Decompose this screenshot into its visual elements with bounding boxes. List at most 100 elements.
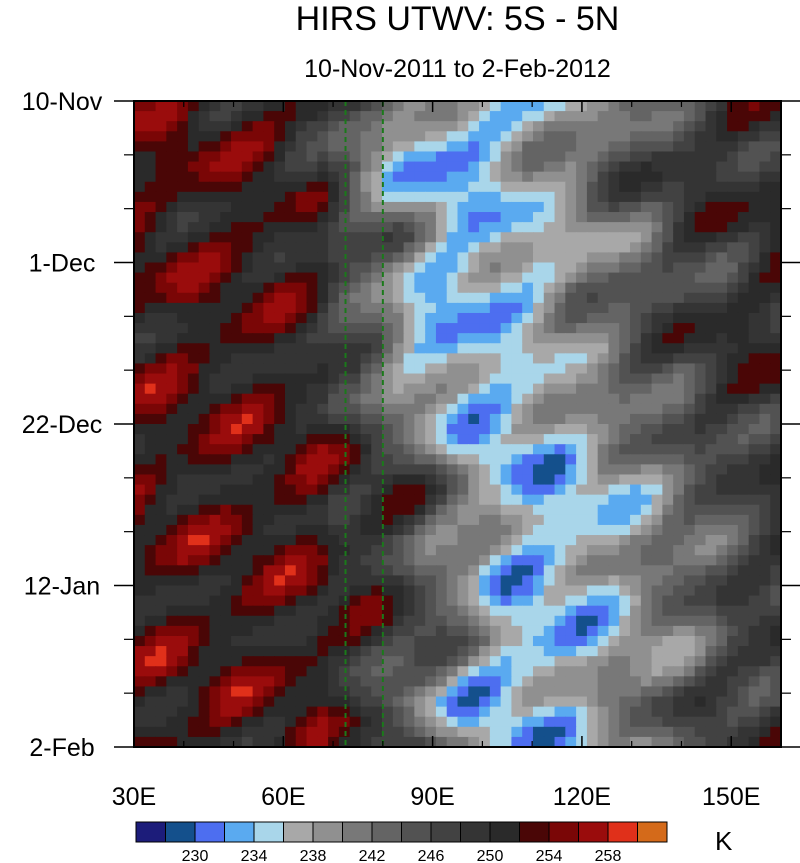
heatmap-cell — [651, 635, 663, 647]
heatmap-cell — [274, 212, 286, 223]
heatmap-cell — [489, 514, 502, 526]
heatmap-cell — [619, 252, 631, 264]
heatmap-cell — [328, 272, 340, 284]
heatmap-cell — [231, 282, 243, 294]
heatmap-cell — [187, 312, 200, 324]
heatmap-cell — [425, 201, 437, 213]
heatmap-cell — [770, 585, 781, 597]
heatmap-cell — [166, 282, 178, 294]
heatmap-cell — [382, 121, 394, 132]
heatmap-cell — [737, 514, 750, 526]
heatmap-cell — [155, 464, 167, 476]
heatmap-cell — [619, 504, 631, 516]
heatmap-cell — [166, 363, 178, 375]
heatmap-cell — [565, 545, 577, 556]
heatmap-cell — [392, 222, 405, 233]
heatmap-cell — [651, 373, 663, 385]
heatmap-cell — [392, 252, 405, 264]
heatmap-cell — [274, 181, 286, 193]
heatmap-cell — [209, 494, 221, 506]
heatmap-cell — [134, 363, 146, 375]
heatmap-cell — [500, 424, 513, 435]
heatmap-cell — [576, 595, 588, 607]
heatmap-cell — [543, 373, 556, 385]
heatmap-cell — [716, 605, 728, 617]
heatmap-cell — [619, 413, 631, 425]
heatmap-cell — [640, 343, 653, 354]
heatmap-cell — [187, 494, 200, 506]
heatmap-cell — [187, 434, 200, 445]
heatmap-cell — [371, 444, 383, 455]
heatmap-cell — [284, 121, 297, 132]
heatmap-cell — [489, 141, 502, 153]
heatmap-cell — [532, 201, 545, 213]
heatmap-cell — [360, 625, 372, 637]
heatmap-cell — [608, 151, 620, 163]
heatmap-cell — [479, 575, 491, 587]
heatmap-cell — [716, 504, 728, 516]
heatmap-cell — [306, 282, 318, 294]
heatmap-cell — [662, 444, 674, 455]
heatmap-cell — [683, 222, 696, 233]
heatmap-cell — [284, 555, 297, 566]
heatmap-cell — [565, 302, 577, 314]
heatmap-cell — [306, 252, 318, 264]
heatmap-cell — [457, 676, 469, 688]
heatmap-cell — [382, 343, 394, 354]
heatmap-cell — [371, 565, 383, 576]
heatmap-cell — [371, 605, 383, 617]
heatmap-cell — [360, 434, 372, 445]
heatmap-cell — [597, 424, 610, 435]
heatmap-cell — [479, 585, 491, 597]
heatmap-cell — [295, 686, 308, 698]
heatmap-cell — [166, 333, 178, 344]
heatmap-cell — [673, 514, 685, 526]
heatmap-cell — [565, 383, 577, 395]
heatmap-cell — [489, 333, 502, 344]
heatmap-cell — [317, 605, 329, 617]
heatmap-cell — [500, 131, 513, 142]
heatmap-cell — [220, 161, 232, 173]
heatmap-cell — [554, 565, 566, 576]
heatmap-cell — [306, 262, 318, 274]
heatmap-cell — [479, 363, 491, 375]
heatmap-cell — [608, 514, 620, 526]
heatmap-cell — [349, 242, 362, 253]
heatmap-cell — [511, 424, 523, 435]
heatmap-cell — [619, 434, 631, 445]
heatmap-cell — [328, 706, 340, 718]
heatmap-cell — [640, 575, 653, 587]
heatmap-cell — [403, 353, 415, 365]
heatmap-cell — [425, 141, 437, 153]
heatmap-cell — [683, 484, 696, 496]
heatmap-cell — [187, 706, 200, 718]
heatmap-cell — [468, 545, 480, 556]
heatmap-cell — [770, 363, 781, 375]
heatmap-cell — [468, 444, 480, 455]
heatmap-cell — [619, 524, 631, 536]
heatmap-cell — [425, 454, 437, 465]
heatmap-cell — [284, 343, 297, 354]
heatmap-cell — [554, 282, 566, 294]
heatmap-cell — [479, 292, 491, 304]
heatmap-cell — [511, 171, 523, 183]
heatmap-cell — [134, 535, 146, 546]
heatmap-cell — [554, 201, 566, 213]
heatmap-cell — [382, 312, 394, 324]
heatmap-cell — [241, 424, 254, 435]
heatmap-cell — [630, 575, 642, 587]
heatmap-cell — [694, 353, 707, 365]
heatmap-cell — [683, 514, 696, 526]
heatmap-cell — [241, 625, 254, 637]
heatmap-cell — [134, 625, 146, 637]
heatmap-cell — [673, 585, 685, 597]
heatmap-cell — [586, 726, 599, 738]
heatmap-cell — [576, 312, 588, 324]
heatmap-cell — [532, 535, 545, 546]
heatmap-cell — [705, 464, 717, 476]
heatmap-cell — [392, 615, 405, 627]
heatmap-cell — [425, 282, 437, 294]
heatmap-cell — [748, 464, 761, 476]
heatmap-cell — [360, 504, 372, 516]
heatmap-cell — [338, 545, 351, 556]
